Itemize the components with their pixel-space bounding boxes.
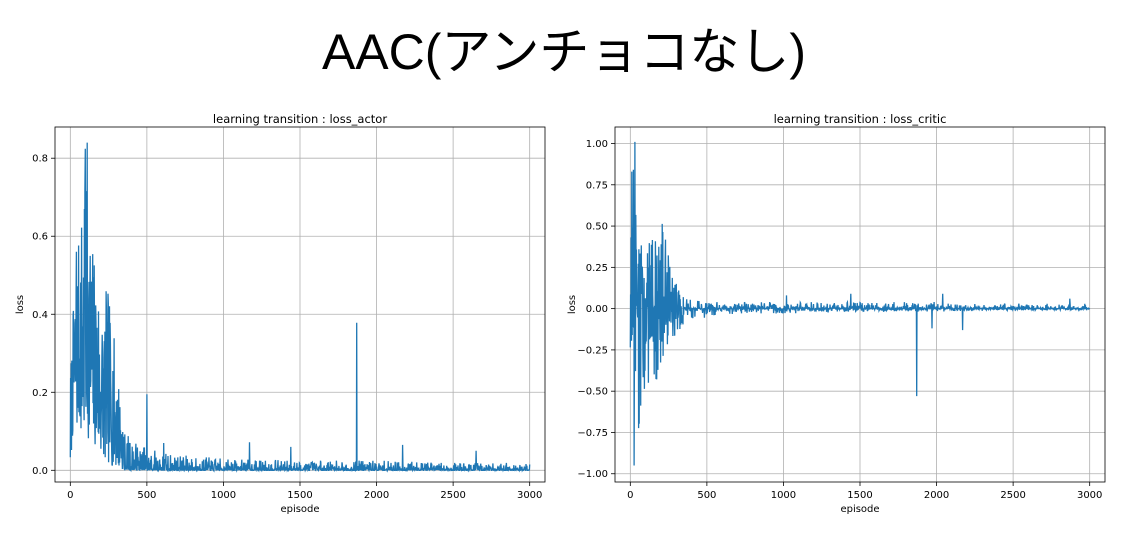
x-tick-label: 3000 [1077,490,1102,501]
x-tick-label: 2500 [440,490,465,501]
x-tick-label: 1000 [211,490,236,501]
y-tick-label: 0.0 [32,466,48,477]
y-tick-label: −0.25 [577,345,608,356]
y-tick-label: 0.8 [32,154,48,165]
y-tick-label: 1.00 [586,139,608,150]
series-line-loss [629,141,1091,466]
y-tick-label: 0.25 [586,263,608,274]
y-axis-label: loss [15,295,26,314]
y-axis-label: loss [567,295,578,314]
x-tick-label: 500 [697,490,716,501]
y-tick-label: 0.75 [586,180,608,191]
x-tick-label: 2000 [924,490,949,501]
y-tick-label: 0.50 [586,222,608,233]
plot-title: learning transition : loss_critic [774,112,947,126]
x-tick-label: 500 [137,490,156,501]
y-tick-label: −0.50 [577,387,608,398]
x-tick-label: 1500 [847,490,872,501]
y-tick-label: −0.75 [577,428,608,439]
x-tick-label: 0 [67,490,73,501]
y-tick-label: −1.00 [577,469,608,480]
y-tick-label: 0.4 [32,310,48,321]
x-axis-label: episode [280,504,319,515]
chart-loss-actor: learning transition : loss_actor 0 500 1000… [15,112,546,515]
x-tick-label: 1000 [771,490,796,501]
x-tick-label: 1500 [287,490,312,501]
chart-loss-critic: learning transition : loss_critic 0 500 100… [567,112,1106,515]
x-tick-label: 0 [627,490,633,501]
series-line-loss [69,142,531,473]
page-title: AAC(アンチョコなし) [321,24,807,80]
x-tick-label: 2500 [1000,490,1025,501]
y-tick-label: 0.00 [586,304,608,315]
y-tick-label: 0.6 [32,232,48,243]
x-tick-label: 3000 [517,490,542,501]
x-tick-label: 2000 [364,490,389,501]
y-tick-label: 0.2 [32,388,48,399]
x-axis-label: episode [840,504,879,515]
plot-title: learning transition : loss_actor [213,112,387,126]
